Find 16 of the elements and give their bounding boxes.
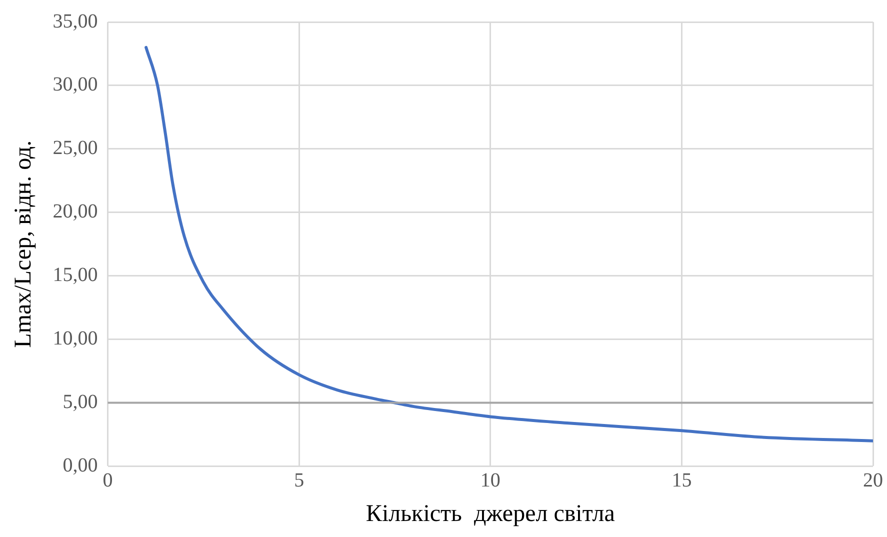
y-axis-title: Lmax/Lсер, відн. од.: [10, 140, 37, 348]
x-tick-label: 10: [480, 469, 500, 492]
x-tick-label: 20: [863, 469, 883, 492]
y-tick-label: 25,00: [52, 137, 98, 160]
x-axis-title: Кількість джерел світла: [366, 500, 616, 527]
x-tick-label: 15: [672, 469, 692, 492]
y-tick-label: 10,00: [52, 328, 98, 350]
y-tick-label: 35,00: [52, 10, 98, 32]
y-tick-label: 5,00: [62, 390, 98, 413]
line-series: [144, 46, 873, 442]
x-tick-label: 5: [294, 469, 304, 492]
y-tick-label: 30,00: [52, 74, 98, 96]
x-tick-label: 0: [102, 469, 113, 492]
y-tick-label: 0,00: [62, 454, 98, 476]
y-tick-label: 20,00: [52, 200, 98, 223]
y-tick-label: 15,00: [52, 264, 98, 286]
